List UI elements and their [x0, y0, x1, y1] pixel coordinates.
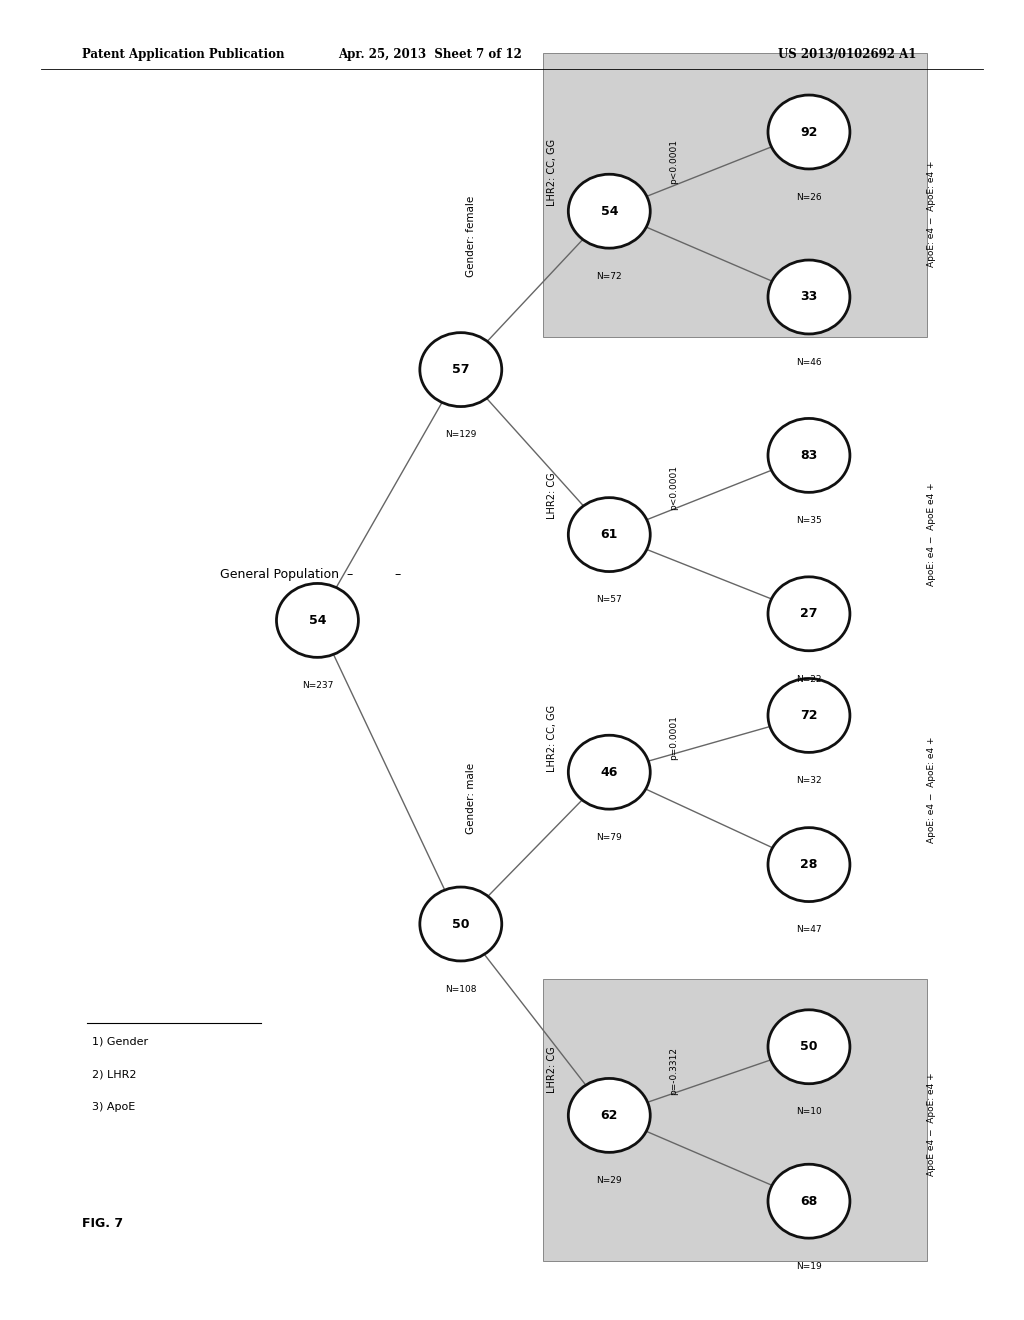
Text: 57: 57 — [452, 363, 470, 376]
Text: 33: 33 — [801, 290, 817, 304]
Text: p<0.0001: p<0.0001 — [670, 465, 678, 510]
Text: 27: 27 — [800, 607, 818, 620]
Text: 28: 28 — [801, 858, 817, 871]
Text: ApoE: e4 −  ApoE: e4 +: ApoE: e4 − ApoE: e4 + — [928, 737, 936, 842]
Text: N=72: N=72 — [596, 272, 623, 281]
Text: ApoE e4 −  ApoE: e4 +: ApoE e4 − ApoE: e4 + — [928, 1073, 936, 1176]
Text: FIG. 7: FIG. 7 — [82, 1217, 123, 1230]
Text: 72: 72 — [800, 709, 818, 722]
Text: N=10: N=10 — [796, 1107, 822, 1117]
Text: N=35: N=35 — [796, 516, 822, 525]
Ellipse shape — [276, 583, 358, 657]
Text: N=26: N=26 — [796, 193, 822, 202]
Text: LHR2: CG: LHR2: CG — [547, 473, 557, 519]
Text: N=129: N=129 — [445, 430, 476, 440]
Text: 46: 46 — [601, 766, 617, 779]
Text: Apr. 25, 2013  Sheet 7 of 12: Apr. 25, 2013 Sheet 7 of 12 — [338, 48, 522, 61]
Text: N=19: N=19 — [796, 1262, 822, 1271]
Text: p=-0.3312: p=-0.3312 — [670, 1047, 678, 1094]
Ellipse shape — [768, 1164, 850, 1238]
Text: LHR2: CG: LHR2: CG — [547, 1047, 557, 1093]
Text: General Population  –: General Population – — [220, 568, 353, 581]
Ellipse shape — [768, 418, 850, 492]
Ellipse shape — [568, 498, 650, 572]
Ellipse shape — [420, 887, 502, 961]
Text: LHR2: CC, GG: LHR2: CC, GG — [547, 705, 557, 772]
Text: ApoE: e4 −  ApoE e4 +: ApoE: e4 − ApoE e4 + — [928, 483, 936, 586]
Text: 54: 54 — [600, 205, 618, 218]
Ellipse shape — [768, 577, 850, 651]
Text: –: – — [394, 568, 400, 581]
FancyBboxPatch shape — [543, 53, 927, 337]
Text: N=79: N=79 — [596, 833, 623, 842]
Text: ApoE: e4 −  ApoE: e4 +: ApoE: e4 − ApoE: e4 + — [928, 161, 936, 267]
Text: 2) LHR2: 2) LHR2 — [92, 1069, 136, 1080]
Text: 54: 54 — [308, 614, 327, 627]
Text: 68: 68 — [801, 1195, 817, 1208]
Text: N=57: N=57 — [596, 595, 623, 605]
Ellipse shape — [568, 735, 650, 809]
Text: US 2013/0102692 A1: US 2013/0102692 A1 — [778, 48, 916, 61]
Text: p=0.0001: p=0.0001 — [670, 715, 678, 760]
Ellipse shape — [768, 1010, 850, 1084]
Text: 50: 50 — [452, 917, 470, 931]
FancyBboxPatch shape — [543, 979, 927, 1261]
Text: 61: 61 — [601, 528, 617, 541]
Ellipse shape — [768, 828, 850, 902]
Ellipse shape — [768, 678, 850, 752]
Text: 3) ApoE: 3) ApoE — [92, 1102, 135, 1113]
Text: N=108: N=108 — [445, 985, 476, 994]
Ellipse shape — [768, 95, 850, 169]
Ellipse shape — [420, 333, 502, 407]
Ellipse shape — [568, 1078, 650, 1152]
Text: N=237: N=237 — [302, 681, 333, 690]
Text: 62: 62 — [601, 1109, 617, 1122]
Text: N=32: N=32 — [796, 776, 822, 785]
Text: Gender: female: Gender: female — [466, 195, 476, 277]
Text: N=29: N=29 — [596, 1176, 623, 1185]
Text: Gender: male: Gender: male — [466, 763, 476, 834]
Text: LHR2: CC, GG: LHR2: CC, GG — [547, 139, 557, 206]
Text: p<0.0001: p<0.0001 — [670, 139, 678, 183]
Text: 50: 50 — [800, 1040, 818, 1053]
Text: N=46: N=46 — [796, 358, 822, 367]
Text: N=47: N=47 — [796, 925, 822, 935]
Text: 92: 92 — [801, 125, 817, 139]
Text: 83: 83 — [801, 449, 817, 462]
Ellipse shape — [568, 174, 650, 248]
Ellipse shape — [768, 260, 850, 334]
Text: 1) Gender: 1) Gender — [92, 1036, 148, 1047]
Text: N=22: N=22 — [797, 675, 821, 684]
Text: Patent Application Publication: Patent Application Publication — [82, 48, 285, 61]
